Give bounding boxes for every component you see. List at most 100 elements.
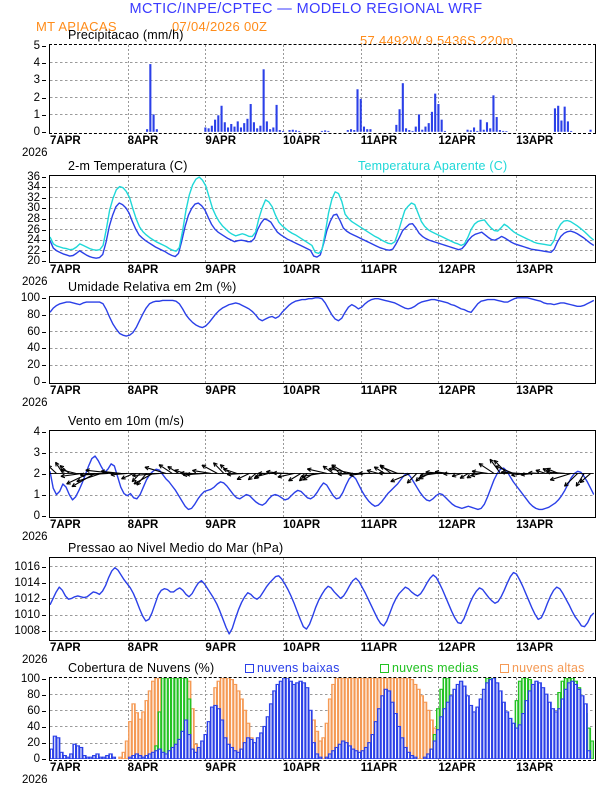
legend-nuvens-medias: nuvens medias [380,661,479,675]
x-axis-label-12apr: 12APR [438,642,476,654]
panel-title-temperature: 2-m Temperatura (C) [68,159,188,173]
x-axis-label-7apr: 7APR [50,264,81,276]
y-axis-label: 0 [33,753,40,766]
x-axis-year-label: 2026 [22,276,48,288]
x-axis-label-8apr: 8APR [127,264,159,276]
gridline-horizontal [50,186,595,188]
plot-area-precipitation [49,44,596,134]
y-axis-label: 0 [33,510,40,523]
gridline-horizontal [50,726,595,728]
y-axis-tick [42,365,46,367]
x-axis-label-11apr: 11APR [360,385,398,397]
x-axis-label-9apr: 9APR [205,762,237,774]
y-axis-label: 34 [27,181,40,194]
x-axis-label-8apr: 8APR [127,135,159,147]
y-axis-tick [42,314,46,316]
y-axis-label: 24 [27,234,40,247]
x-axis-label-7apr: 7APR [50,642,81,654]
x-axis-label-8apr: 8APR [127,519,159,531]
gridline-horizontal [50,239,595,241]
panel-title-pressure: Pressao ao Nivel Medio do Mar (hPa) [68,541,284,555]
y-axis-tick [42,45,46,47]
x-axis-label-7apr: 7APR [50,519,81,531]
y-axis-label: 20 [27,359,40,372]
gridline-vertical [438,45,440,133]
y-axis-pressure: 1008 1010 1012 1014 1016 [0,557,46,641]
x-axis-label-10apr: 10APR [283,519,321,531]
gridline-vertical [516,297,518,383]
y-axis-tick [42,431,46,433]
x-axis-label-10apr: 10APR [283,642,321,654]
y-axis-tick [42,115,46,117]
legend-label: nuvens altas [512,661,585,675]
y-axis-temperature: 20 22 24 26 28 30 32 34 36 [0,171,46,267]
legend-swatch-icon [500,664,509,673]
y-axis-tick [42,240,46,242]
legend-label: nuvens medias [392,661,479,675]
y-axis-tick [42,331,46,333]
y-axis-label: 2 [33,91,40,104]
y-axis-tick [42,187,46,189]
panel-title-wind: Vento em 10m (m/s) [68,414,185,428]
x-axis-year-label: 2026 [22,654,48,666]
y-axis-tick [42,132,46,134]
y-axis-tick [42,710,46,712]
x-axis-label-10apr: 10APR [283,762,321,774]
x-axis-label-11apr: 11APR [360,762,398,774]
y-axis-tick [42,250,46,252]
x-axis-label-9apr: 9APR [205,642,237,654]
plot-area-clouds [49,677,596,761]
gridline-vertical [360,45,362,133]
y-axis-tick [42,219,46,220]
legend-temperatura-aparente: Temperatura Aparente (C) [358,159,508,173]
gridline-horizontal [50,364,595,366]
x-axis-label-10apr: 10APR [283,135,321,147]
gridline-vertical [127,297,129,383]
y-axis-tick [42,516,46,518]
y-axis-tick [42,474,46,475]
gridline-horizontal [50,582,595,584]
gridline-vertical [205,45,207,133]
y-axis-label: 1 [33,109,40,122]
gridline-horizontal [50,566,595,568]
y-axis-label: 1012 [14,593,40,605]
y-axis-label: 60 [27,325,40,338]
plot-area-humidity [49,296,596,384]
y-axis-label: 1 [33,489,40,502]
x-axis-label-12apr: 12APR [438,519,476,531]
gridline-vertical [205,297,207,383]
gridline-horizontal [50,79,595,81]
x-axis-label-13apr: 13APR [516,385,554,397]
x-axis-label-13apr: 13APR [516,642,554,654]
y-axis-precipitation: 0 1 2 3 4 5 [0,40,46,138]
gridline-horizontal [50,598,595,600]
plot-area-pressure [49,557,596,641]
y-axis-humidity: 0 20 40 60 80 100 [0,292,46,388]
station-name: MT APIACAS [36,19,117,34]
y-axis-label: 100 [20,672,40,685]
y-axis-label: 5 [33,39,40,52]
y-axis-label: 1008 [14,625,40,638]
legend-nuvens-baixas: nuvens baixas [245,661,340,675]
y-axis-tick [42,80,46,82]
gridline-horizontal [50,313,595,315]
y-axis-label: 28 [27,213,40,225]
y-axis-label: 60 [27,704,40,717]
legend-swatch-icon [380,664,389,673]
panel-title-humidity: Umidade Relativa em 2m (%) [68,280,237,294]
y-axis-label: 80 [27,308,40,321]
y-axis-label: 32 [27,191,40,204]
x-axis-year-label: 2026 [22,531,48,543]
y-axis-label: 0 [33,126,40,139]
gridline-vertical [127,45,129,133]
x-axis-label-13apr: 13APR [516,264,554,276]
x-axis-label-8apr: 8APR [127,762,159,774]
y-axis-tick [42,97,46,99]
x-axis-label-9apr: 9APR [205,519,237,531]
gridline-horizontal [50,347,595,349]
gridline-horizontal [50,330,595,332]
y-axis-label: 2 [33,468,40,480]
gridline-horizontal [50,250,595,252]
x-axis-label-7apr: 7APR [50,762,81,774]
y-axis-tick [42,615,46,617]
